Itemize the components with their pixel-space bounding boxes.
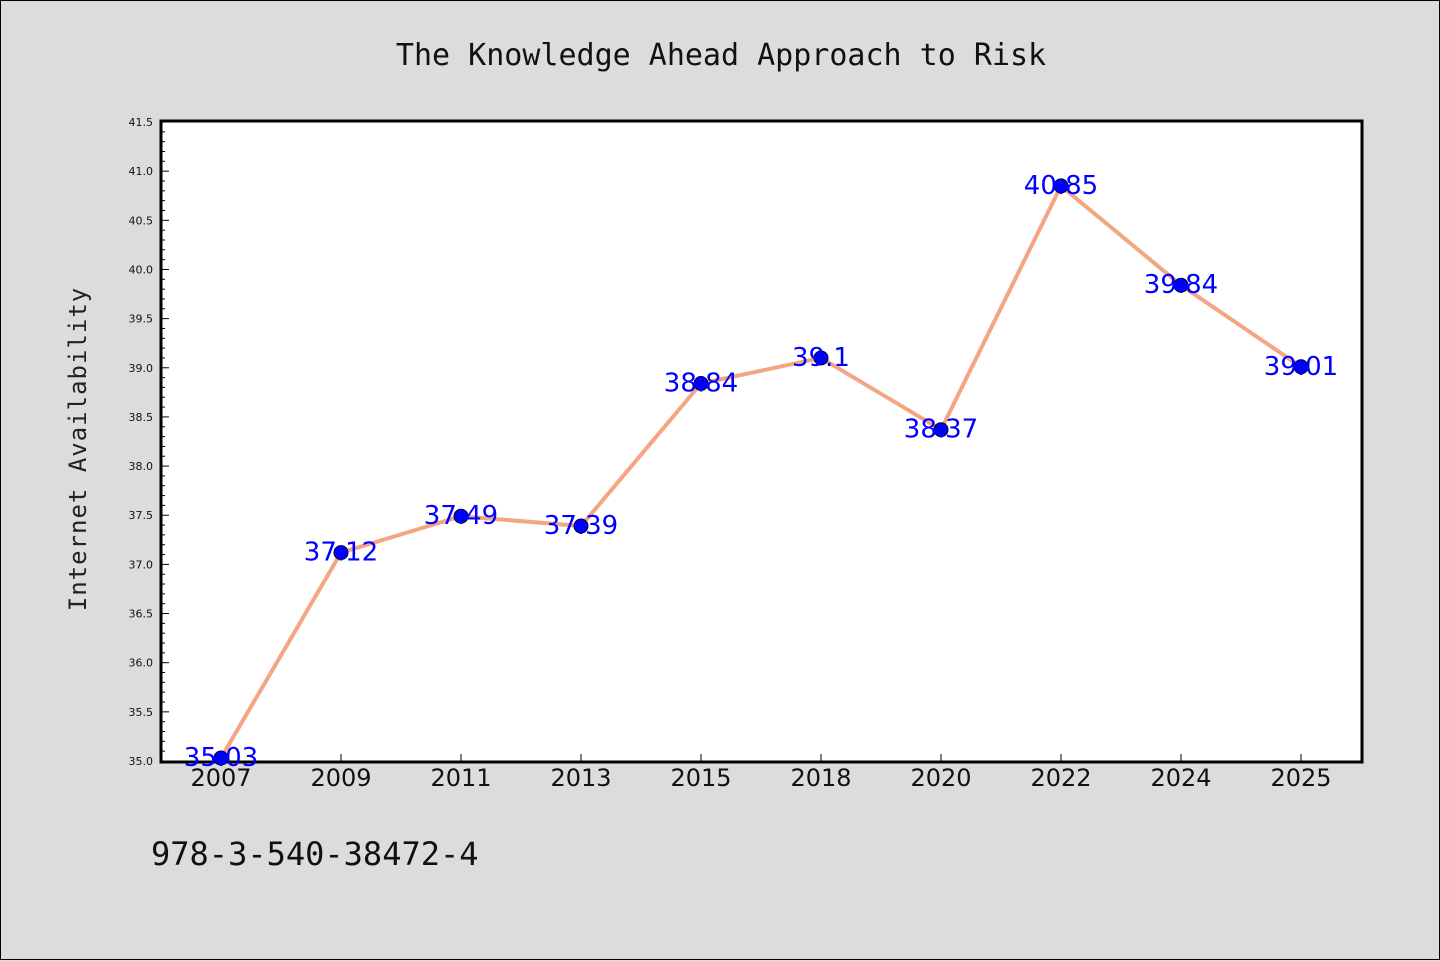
data-label: 37.39 — [544, 511, 618, 541]
data-point — [1293, 359, 1309, 375]
data-point — [693, 375, 709, 391]
data-point — [333, 545, 349, 561]
data-label: 39.84 — [1144, 270, 1218, 300]
y-tick-label: 41.0 — [129, 165, 154, 178]
data-label: 39.01 — [1264, 352, 1338, 382]
data-point — [1173, 277, 1189, 293]
y-tick-label: 39.5 — [129, 313, 154, 326]
data-label: 39.1 — [792, 343, 850, 373]
data-point — [1053, 178, 1069, 194]
x-tick-label: 2009 — [310, 764, 371, 792]
y-tick-label: 37.0 — [129, 558, 154, 571]
y-tick-label: 35.0 — [129, 755, 154, 768]
data-point — [453, 508, 469, 524]
x-tick-label: 2015 — [670, 764, 731, 792]
y-tick-label: 36.0 — [129, 657, 154, 670]
y-tick-label: 39.0 — [129, 362, 154, 375]
data-label: 37.49 — [424, 501, 498, 531]
data-label: 35.03 — [184, 743, 258, 773]
y-tick-label: 36.5 — [129, 608, 154, 621]
data-point — [933, 422, 949, 438]
data-label: 38.37 — [904, 415, 978, 445]
y-axis-label: Internet Availability — [64, 287, 92, 611]
y-tick-label: 40.0 — [129, 263, 154, 276]
y-tick-label: 37.5 — [129, 509, 154, 522]
data-point — [213, 750, 229, 766]
chart-title: The Knowledge Ahead Approach to Risk — [396, 38, 1046, 73]
footer-identifier: 978-3-540-38472-4 — [151, 835, 479, 873]
data-label: 38.84 — [664, 368, 738, 398]
y-tick-label: 35.5 — [129, 706, 154, 719]
x-axis: 2007 2009 2011 2013 2015 2018 2020 2022 2024 2025 — [190, 754, 1332, 792]
data-label: 40.85 — [1024, 171, 1098, 201]
plot-area — [159, 119, 1364, 764]
data-series: 35.03 37.12 37.49 37.39 38.84 39.1 38.37 40.85 3… — [184, 171, 1338, 773]
data-point — [813, 350, 829, 366]
y-axis: 35.0 35.5 36.0 36.5 37.0 37.5 38.0 38.5 39.0 39.5… — [129, 116, 169, 768]
x-tick-label: 2022 — [1030, 764, 1091, 792]
data-label: 37.12 — [304, 538, 378, 568]
series-line — [219, 183, 1303, 761]
y-tick-label: 40.5 — [129, 214, 154, 227]
x-tick-label: 2024 — [1150, 764, 1211, 792]
x-tick-label: 2011 — [430, 764, 491, 792]
x-tick-label: 2018 — [790, 764, 851, 792]
y-tick-label: 41.5 — [129, 116, 154, 129]
y-tick-label: 38.5 — [129, 411, 154, 424]
data-point — [573, 518, 589, 534]
y-tick-label: 38.0 — [129, 460, 154, 473]
x-tick-label: 2013 — [550, 764, 611, 792]
x-tick-label: 2025 — [1270, 764, 1331, 792]
x-tick-label: 2007 — [190, 764, 251, 792]
x-tick-label: 2020 — [910, 764, 971, 792]
